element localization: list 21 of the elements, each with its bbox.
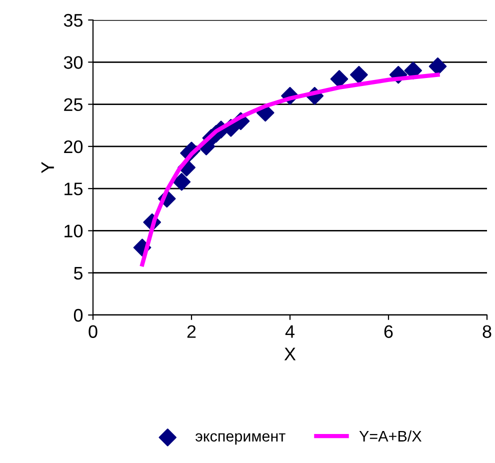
point: [330, 70, 348, 88]
x-tick-label: 8: [482, 325, 492, 338]
y-tick-label: 0: [74, 308, 83, 322]
y-axis-title: Y: [41, 162, 54, 174]
y-tick-label: 30: [64, 56, 83, 69]
y-tick-label: 25: [64, 98, 83, 112]
legend-label: эксперимент: [196, 433, 286, 445]
y-tick-label: 10: [64, 224, 83, 238]
y-tick-label: 20: [64, 140, 83, 154]
y-tick-label: 15: [64, 182, 83, 196]
point: [428, 57, 447, 76]
point: [172, 172, 191, 191]
x-tick-label: 6: [384, 325, 393, 338]
x-tick-label: 4: [285, 325, 294, 338]
x-axis-title: X: [284, 348, 296, 360]
x-tick-label: 0: [88, 325, 98, 338]
x-tick-label: 2: [187, 325, 196, 338]
y-tick-label: 5: [74, 266, 83, 280]
legend-label: Y=A+B/X: [359, 430, 422, 442]
point: [350, 66, 368, 84]
y-tick-label: 35: [64, 14, 83, 27]
